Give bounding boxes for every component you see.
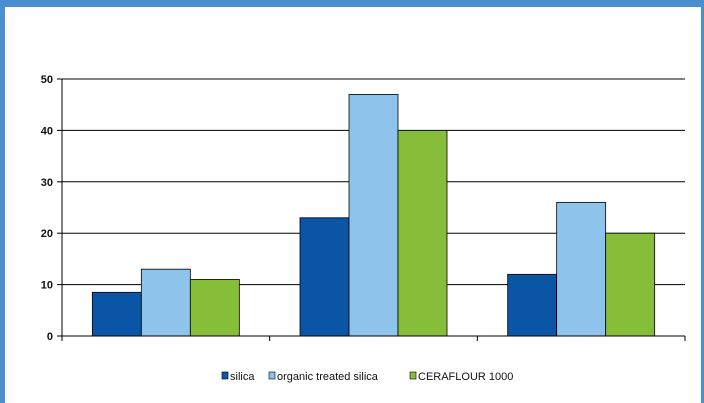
bar-organic-treated-silica [348, 94, 399, 337]
y-tick-label: 20 [41, 228, 53, 240]
axes: 0 10 20 30 40 50 [41, 74, 686, 343]
bars [91, 94, 656, 337]
y-tick-label: 40 [41, 125, 53, 137]
bar-organic-treated-silica [140, 268, 191, 337]
legend-label: organic treated silica [277, 371, 379, 383]
legend-label: CERAFLOUR 1000 [418, 371, 513, 383]
bar-silica [507, 273, 558, 337]
frame-top-border [0, 0, 704, 7]
y-tick-label: 30 [41, 177, 53, 189]
bar-silica [299, 217, 350, 337]
legend-swatch [409, 371, 417, 380]
frame-right-border [701, 0, 704, 403]
y-tick-label: 10 [41, 280, 53, 292]
frame-left-border [0, 0, 5, 403]
bar-ceraflour-1000 [397, 129, 448, 337]
legend-label: silica [230, 371, 255, 383]
legend: silica organic treated silica CERAFLOUR 10… [221, 371, 513, 383]
y-tick-label: 50 [41, 74, 53, 86]
bar-ceraflour-1000 [605, 232, 656, 337]
legend-swatch [268, 371, 276, 380]
y-tick-label: 0 [47, 331, 53, 343]
legend-swatch [221, 371, 229, 380]
bar-silica [91, 291, 142, 337]
bar-ceraflour-1000 [189, 279, 240, 337]
bar-organic-treated-silica [556, 201, 607, 337]
